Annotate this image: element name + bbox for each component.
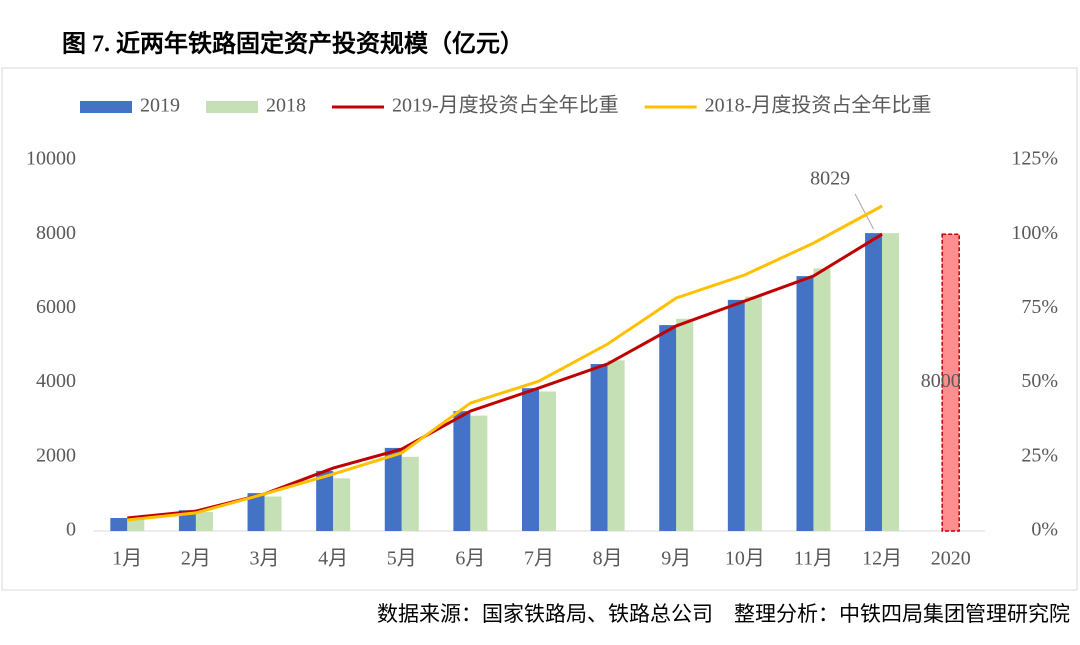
x-tick-label: 5月 (387, 548, 417, 570)
bar (607, 360, 625, 531)
x-tick-label: 11月 (794, 548, 833, 570)
x-tick-label: 2月 (181, 548, 211, 570)
bar (941, 233, 960, 532)
y2-tick-label: 75% (1021, 296, 1058, 318)
bar (453, 411, 471, 531)
bar (796, 276, 814, 531)
bar (401, 456, 419, 531)
x-tick-label: 10月 (725, 548, 765, 570)
x-tick-label: 4月 (318, 548, 348, 570)
x-tick-label: 9月 (661, 548, 691, 570)
line-series (127, 232, 883, 520)
x-tick-label: 2020 (931, 548, 971, 570)
data-label: 8000 (921, 370, 961, 392)
y2-tick-label: 0% (1031, 519, 1058, 541)
legend-label: 2019 (140, 95, 180, 117)
source-note: 数据来源：国家铁路局、铁路总公司 整理分析：中铁四局集团管理研究院 (377, 602, 1070, 626)
bar (195, 512, 213, 531)
y2-tick-label: 125% (1011, 148, 1058, 170)
bar (539, 391, 556, 531)
y2-tick-label: 50% (1021, 370, 1058, 392)
y-tick-label: 6000 (36, 296, 76, 318)
bar (127, 518, 145, 531)
line-series (127, 204, 883, 522)
bar (813, 268, 831, 531)
legend-swatch (206, 101, 258, 113)
x-tick-label: 6月 (455, 548, 485, 570)
x-tick-label: 1月 (112, 548, 142, 570)
x-tick-label: 8月 (593, 548, 623, 570)
bar (865, 233, 883, 532)
bar (676, 318, 694, 531)
x-tick-label: 3月 (250, 548, 280, 570)
label-leader (854, 193, 875, 230)
y-tick-label: 2000 (36, 444, 76, 466)
legend-label: 2018 (266, 95, 306, 117)
bar (264, 496, 282, 531)
y-tick-label: 10000 (26, 148, 76, 170)
bar (744, 296, 762, 531)
bar (659, 325, 677, 531)
bar (590, 364, 608, 531)
legend-swatch (80, 101, 132, 113)
bar (727, 299, 745, 531)
bar (470, 415, 488, 531)
data-label: 8029 (810, 168, 850, 190)
y-tick-label: 8000 (36, 222, 76, 244)
chart-frame (1, 67, 1078, 591)
bar (316, 470, 334, 531)
x-tick-label: 12月 (862, 548, 902, 570)
y2-tick-label: 100% (1011, 222, 1058, 244)
legend-label: 2019-月度投资占全年比重 (392, 94, 619, 117)
legend-label: 2018-月度投资占全年比重 (705, 94, 932, 117)
x-tick-label: 7月 (524, 548, 554, 570)
bar (333, 478, 351, 531)
chart-title: 图 7. 近两年铁路固定资产投资规模（亿元） (62, 30, 524, 58)
bar (882, 233, 900, 531)
bar (247, 493, 265, 531)
y-tick-label: 0 (66, 519, 76, 541)
bar (110, 518, 128, 531)
y-tick-label: 4000 (36, 370, 76, 392)
bar (384, 447, 402, 531)
bar (522, 388, 539, 531)
y2-tick-label: 25% (1021, 444, 1058, 466)
